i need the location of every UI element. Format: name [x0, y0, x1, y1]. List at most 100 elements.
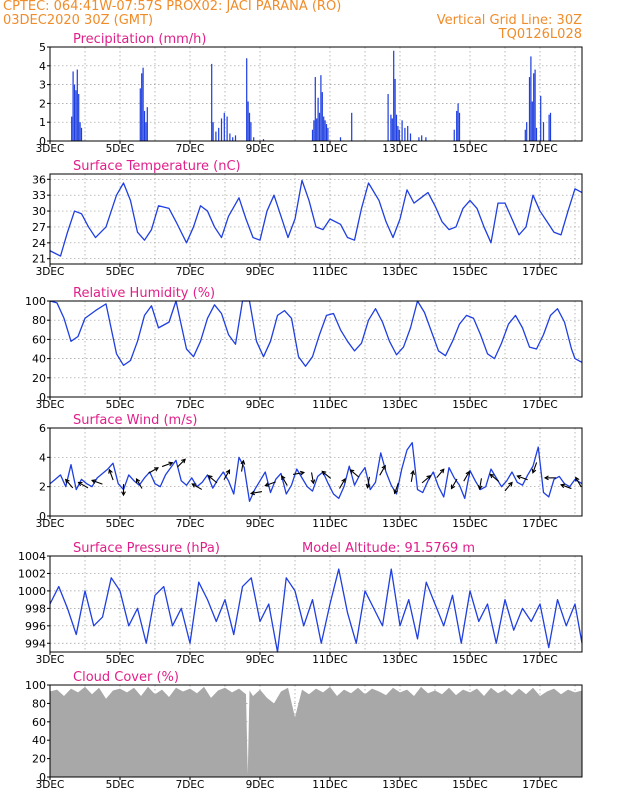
wind-arrow-shaft	[281, 475, 288, 486]
wind-arrow-head	[477, 485, 483, 491]
precip-bar	[323, 116, 325, 141]
x-tick-label: 15DEC	[452, 399, 487, 411]
precip-bar	[71, 116, 73, 141]
wind-arrow	[135, 477, 143, 489]
y-tick-label: 100	[25, 679, 46, 692]
x-tick-label: 13DEC	[382, 779, 417, 791]
x-tick-label: 5DEC	[106, 143, 135, 155]
wind-arrow-head	[560, 483, 566, 489]
panel-frame	[49, 555, 583, 653]
wind-arrow	[450, 478, 458, 490]
y-tick-label: 0	[39, 135, 46, 148]
precip-bar	[223, 112, 225, 141]
wind-arrow	[264, 481, 276, 487]
wind-arrow	[516, 474, 528, 481]
y-tick-label: 0	[39, 391, 46, 404]
wind-arrow	[281, 475, 288, 486]
wind-arrow	[240, 459, 246, 472]
wind-arrow-head	[381, 464, 386, 470]
y-tick-label: 998	[25, 602, 46, 615]
wind-arrow-head	[543, 475, 549, 481]
y-tick-label: 2	[39, 97, 46, 110]
precip-bar	[72, 71, 74, 141]
y-tick-label: 1	[39, 116, 46, 129]
precip-bar	[142, 67, 144, 141]
x-tick-label: 17DEC	[522, 518, 557, 530]
precip-bar	[540, 95, 542, 141]
x-tick-label: 9DEC	[246, 654, 275, 666]
wind-arrow	[463, 470, 470, 482]
precip-bar	[248, 112, 251, 141]
wind-arrow-shaft	[311, 472, 314, 484]
wind-arrow-head	[264, 482, 270, 487]
precip-bar	[145, 122, 147, 141]
y-tick-label: 80	[32, 314, 46, 327]
wind-arrow-shaft	[91, 479, 103, 485]
wind-arrow	[176, 458, 186, 468]
header-right-line2: Vertical Grid Line: 30Z	[436, 13, 582, 28]
y-tick-label: 0	[39, 771, 46, 784]
wind-arrow-head	[108, 468, 113, 474]
precip-bar	[317, 97, 319, 141]
wind-arrow	[531, 462, 538, 474]
x-tick-label: 3DEC	[36, 654, 65, 666]
wind-arrow	[349, 469, 360, 478]
y-tick-label: 80	[32, 697, 46, 710]
wind-arrow-head	[508, 481, 513, 487]
y-tick-label: 5	[39, 41, 46, 54]
panel-4	[47, 555, 583, 655]
series-line	[49, 300, 583, 367]
wind-arrow-head	[450, 484, 456, 490]
precip-bar	[535, 127, 538, 141]
y-tick-label: 3	[39, 79, 46, 92]
wind-arrow-head	[225, 469, 231, 475]
precip-bar	[73, 84, 76, 141]
x-tick-label: 7DEC	[176, 266, 205, 278]
wind-arrow	[191, 483, 203, 490]
precip-bar	[401, 120, 403, 141]
wind-arrow	[148, 467, 160, 474]
precip-bar	[324, 120, 326, 141]
precip-bar	[351, 112, 353, 141]
wind-arrow-shaft	[532, 462, 538, 473]
precip-bar	[215, 131, 217, 141]
precip-bar	[139, 88, 141, 141]
precip-bar	[234, 135, 237, 141]
panel-2	[47, 300, 583, 400]
x-tick-label: 17DEC	[522, 779, 557, 791]
y-tick-label: 20	[32, 372, 46, 385]
x-tick-label: 17DEC	[522, 399, 557, 411]
precip-bar	[524, 129, 526, 141]
series-line	[49, 568, 583, 653]
wind-arrow-shaft	[78, 481, 89, 489]
wind-arrow-shaft	[339, 478, 346, 489]
wind-arrow-head	[135, 477, 141, 483]
precip-bar	[232, 137, 234, 141]
y-tick-label: 996	[25, 620, 46, 633]
wind-arrow-shaft	[575, 477, 582, 488]
wind-arrow-shaft	[265, 481, 276, 487]
wind-arrow-shaft	[108, 469, 114, 481]
precip-bar	[534, 69, 536, 141]
precip-bar	[246, 58, 248, 141]
panel-3	[47, 427, 583, 519]
precip-bar	[542, 122, 545, 141]
x-tick-label: 15DEC	[452, 779, 487, 791]
x-tick-label: 9DEC	[246, 518, 275, 530]
wind-arrow	[161, 461, 174, 468]
y-tick-label: 20	[32, 753, 46, 766]
wind-arrow	[64, 478, 74, 489]
precip-bar	[247, 101, 249, 141]
precip-bar	[229, 133, 231, 141]
wind-arrow-shaft	[394, 482, 399, 494]
wind-arrow-shaft	[436, 468, 445, 479]
x-tick-label: 13DEC	[382, 143, 417, 155]
wind-arrow-head	[465, 470, 470, 476]
x-tick-label: 15DEC	[452, 266, 487, 278]
wind-arrow-shaft	[65, 479, 74, 489]
precip-bar	[318, 112, 321, 141]
wind-arrow-head	[321, 470, 327, 476]
x-tick-label: 13DEC	[382, 399, 417, 411]
x-tick-label: 13DEC	[382, 518, 417, 530]
wind-arrow-shaft	[410, 470, 414, 482]
